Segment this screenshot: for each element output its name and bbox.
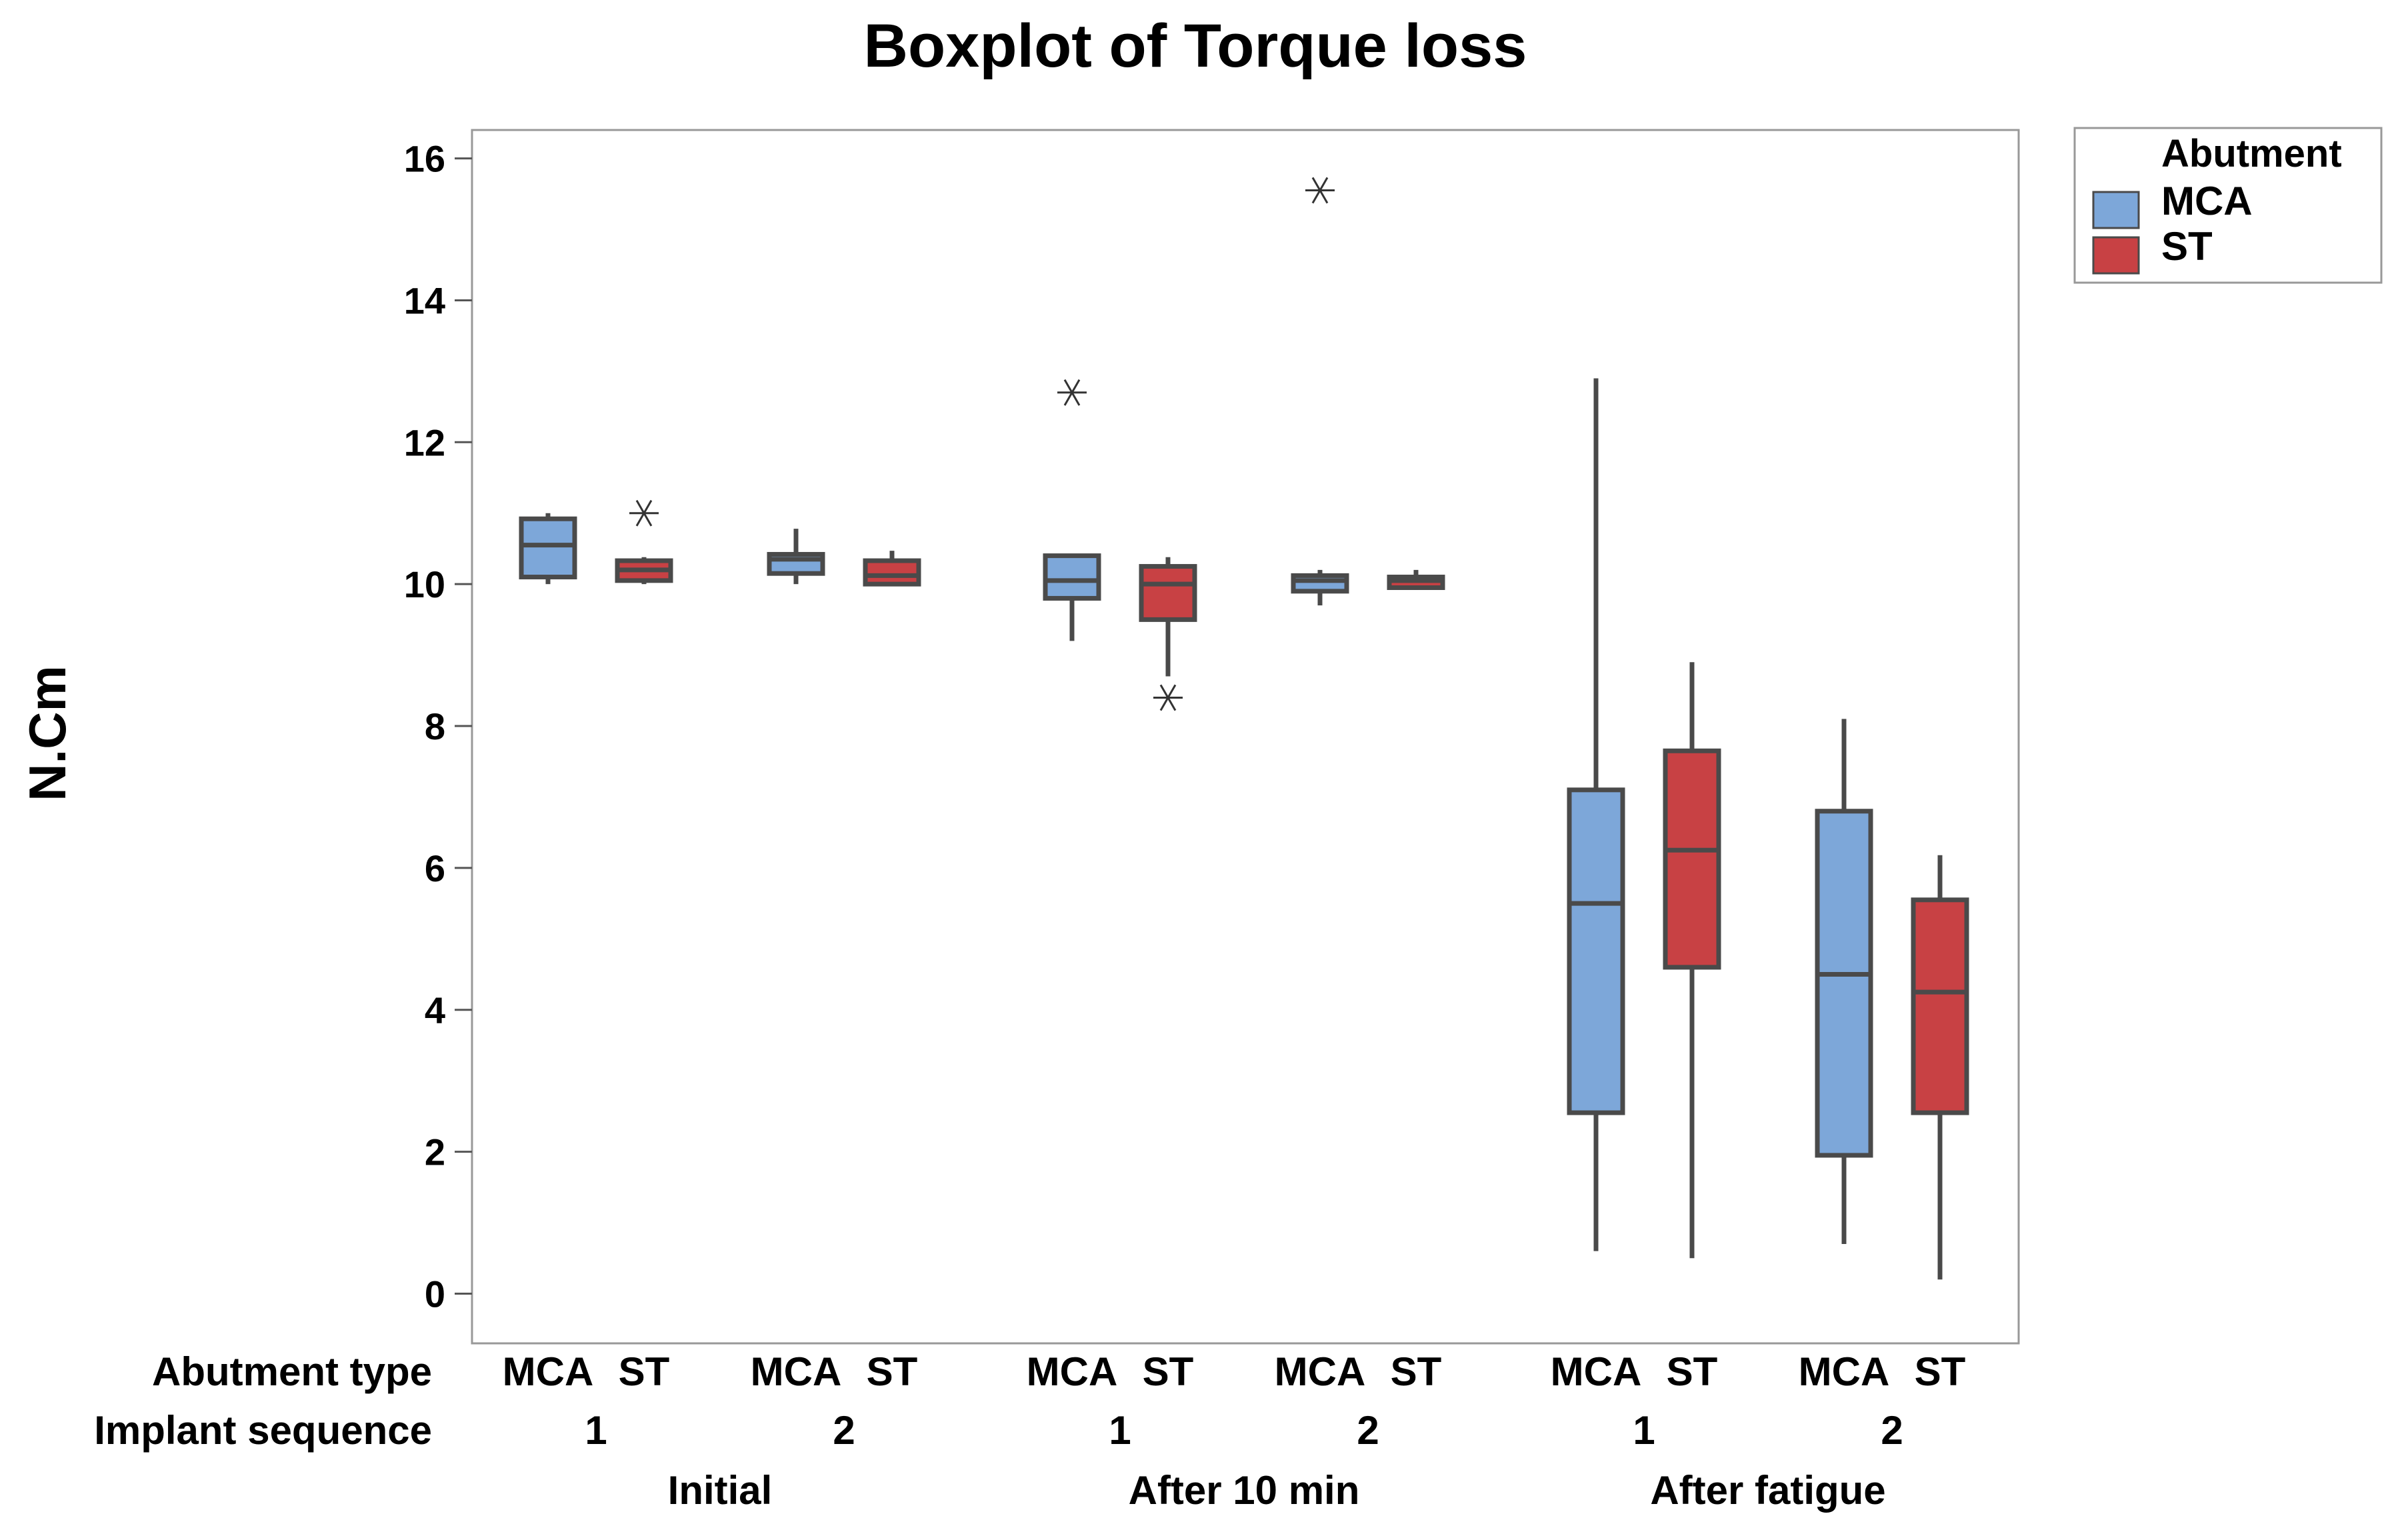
- outlier-marker: [1305, 177, 1335, 204]
- abutment-tick-label: MCA: [1027, 1349, 1118, 1394]
- box-initial-2-mca: [767, 529, 825, 585]
- iqr-box: [863, 558, 921, 587]
- y-tick-label: 8: [425, 705, 445, 747]
- box-after-fatigue-2-mca: [1815, 719, 1873, 1244]
- y-tick-label: 4: [425, 989, 445, 1031]
- plot-frame: [471, 129, 2020, 1345]
- abutment-tick-label: ST: [1143, 1349, 1194, 1394]
- y-tick-label: 2: [425, 1131, 445, 1173]
- iqr-box: [1291, 573, 1349, 594]
- chart-title: Boxplot of Torque loss: [864, 12, 1527, 80]
- box-initial-2-st: [863, 551, 921, 587]
- x-axis-labels: Abutment type Implant sequence MCA ST 1 MCA ST…: [94, 1349, 1965, 1513]
- sequence-tick-label: 2: [833, 1408, 855, 1453]
- iqr-box: [1043, 553, 1101, 601]
- box-after-fatigue-1-st: [1663, 662, 1721, 1259]
- y-tick-label: 14: [404, 279, 445, 321]
- y-tick-label: 16: [404, 138, 445, 180]
- sequence-tick-label: 1: [1109, 1408, 1131, 1453]
- iqr-box: [1911, 897, 1969, 1115]
- y-tick-label: 10: [404, 563, 445, 605]
- outlier-marker: [629, 499, 659, 527]
- iqr-box: [1815, 809, 1873, 1158]
- legend-title: Abutment: [2161, 132, 2342, 175]
- y-axis-label: N.Cm: [18, 665, 77, 801]
- box-after-10-min-2-mca: [1291, 177, 1349, 606]
- legend-label-st: ST: [2161, 224, 2213, 269]
- y-tick-label: 6: [425, 847, 445, 889]
- box-after-fatigue-1-mca: [1567, 378, 1625, 1251]
- box-initial-1-mca: [519, 513, 577, 585]
- abutment-tick-label: MCA: [751, 1349, 842, 1394]
- abutment-tick-label: ST: [867, 1349, 918, 1394]
- iqr-box: [1663, 748, 1721, 970]
- legend-label-mca: MCA: [2161, 179, 2253, 223]
- stage-label: After fatigue: [1650, 1468, 1885, 1513]
- abutment-tick-label: MCA: [503, 1349, 594, 1394]
- box-after-10-min-2-st: [1387, 569, 1445, 590]
- abutment-tick-label: MCA: [1799, 1349, 1890, 1394]
- stage-label: Initial: [668, 1468, 773, 1513]
- legend-swatch-mca: [2092, 191, 2140, 229]
- abutment-tick-label: ST: [619, 1349, 670, 1394]
- box-after-10-min-1-mca: [1043, 379, 1101, 641]
- iqr-box: [519, 516, 577, 580]
- row-label-abutment-type: Abutment type: [152, 1349, 432, 1394]
- abutment-tick-label: MCA: [1551, 1349, 1642, 1394]
- box-after-fatigue-2-st: [1911, 855, 1969, 1280]
- iqr-box: [1139, 564, 1197, 622]
- legend-swatch-st: [2092, 236, 2140, 275]
- y-tick-label: 0: [425, 1273, 445, 1315]
- y-tick-label: 12: [404, 421, 445, 463]
- sequence-tick-label: 2: [1357, 1408, 1379, 1453]
- box-after-10-min-1-st: [1139, 557, 1197, 711]
- outlier-marker: [1057, 379, 1087, 406]
- iqr-box: [1567, 787, 1625, 1115]
- abutment-tick-label: ST: [1391, 1349, 1442, 1394]
- stage-label: After 10 min: [1129, 1468, 1360, 1513]
- sequence-tick-label: 1: [1633, 1408, 1655, 1453]
- row-label-implant-sequence: Implant sequence: [94, 1408, 432, 1453]
- sequence-tick-label: 2: [1881, 1408, 1903, 1453]
- sequence-tick-label: 1: [585, 1408, 607, 1453]
- boxes-layer: [519, 177, 1969, 1280]
- legend: Abutment MCA ST: [2073, 127, 2383, 284]
- abutment-tick-label: MCA: [1275, 1349, 1366, 1394]
- abutment-tick-label: ST: [1915, 1349, 1966, 1394]
- y-axis: 0 2 4 6 8 10 12 14 16: [404, 138, 472, 1315]
- abutment-tick-label: ST: [1667, 1349, 1718, 1394]
- box-initial-1-st: [615, 499, 673, 585]
- outlier-marker: [1153, 684, 1183, 711]
